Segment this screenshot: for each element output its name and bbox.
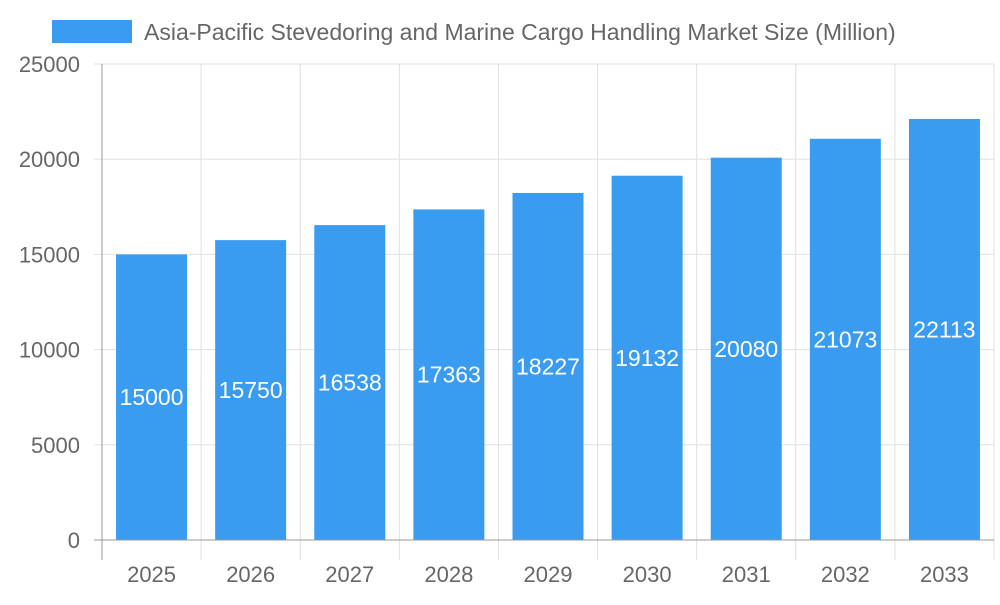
y-tick-label: 15000 (19, 242, 80, 267)
bar (314, 225, 386, 540)
data-label: 17363 (417, 362, 481, 388)
y-tick-label: 5000 (31, 433, 80, 458)
bar (512, 192, 584, 540)
x-tick-label: 2031 (722, 562, 771, 587)
axes: 0 5000 10000 15000 20000 25000 2025 2026 2027 202… (19, 52, 994, 587)
legend-label: Asia-Pacific Stevedoring and Marine Carg… (144, 19, 896, 45)
data-label: 15000 (120, 384, 184, 410)
bar (908, 118, 980, 541)
bar (116, 254, 188, 540)
x-tick-label: 2029 (524, 562, 573, 587)
bar (809, 138, 881, 540)
bars: 15000 15750 16538 17363 18227 19132 20080 21073… (116, 118, 980, 541)
bar (413, 209, 485, 540)
bar (215, 240, 287, 540)
grid (94, 63, 995, 560)
data-label: 21073 (813, 326, 877, 352)
x-tick-label: 2027 (325, 562, 374, 587)
y-tick-label: 20000 (19, 147, 80, 172)
data-label: 20080 (714, 336, 778, 362)
data-label: 15750 (219, 377, 283, 403)
data-label: 22113 (913, 316, 975, 342)
bar (710, 157, 782, 540)
data-label: 16538 (318, 370, 382, 396)
x-tick-label: 2033 (920, 562, 969, 587)
x-tick-label: 2026 (226, 562, 275, 587)
bar (611, 175, 683, 540)
legend[interactable]: Asia-Pacific Stevedoring and Marine Carg… (52, 19, 896, 45)
y-tick-label: 10000 (19, 338, 80, 363)
x-tick-label: 2032 (821, 562, 870, 587)
x-tick-label: 2030 (623, 562, 672, 587)
x-tick-label: 2025 (127, 562, 176, 587)
data-label: 19132 (615, 345, 679, 371)
legend-swatch (52, 20, 132, 43)
data-label: 18227 (516, 353, 580, 379)
x-tick-label: 2028 (424, 562, 473, 587)
y-tick-label: 25000 (19, 52, 80, 77)
y-tick-label: 0 (68, 528, 80, 553)
